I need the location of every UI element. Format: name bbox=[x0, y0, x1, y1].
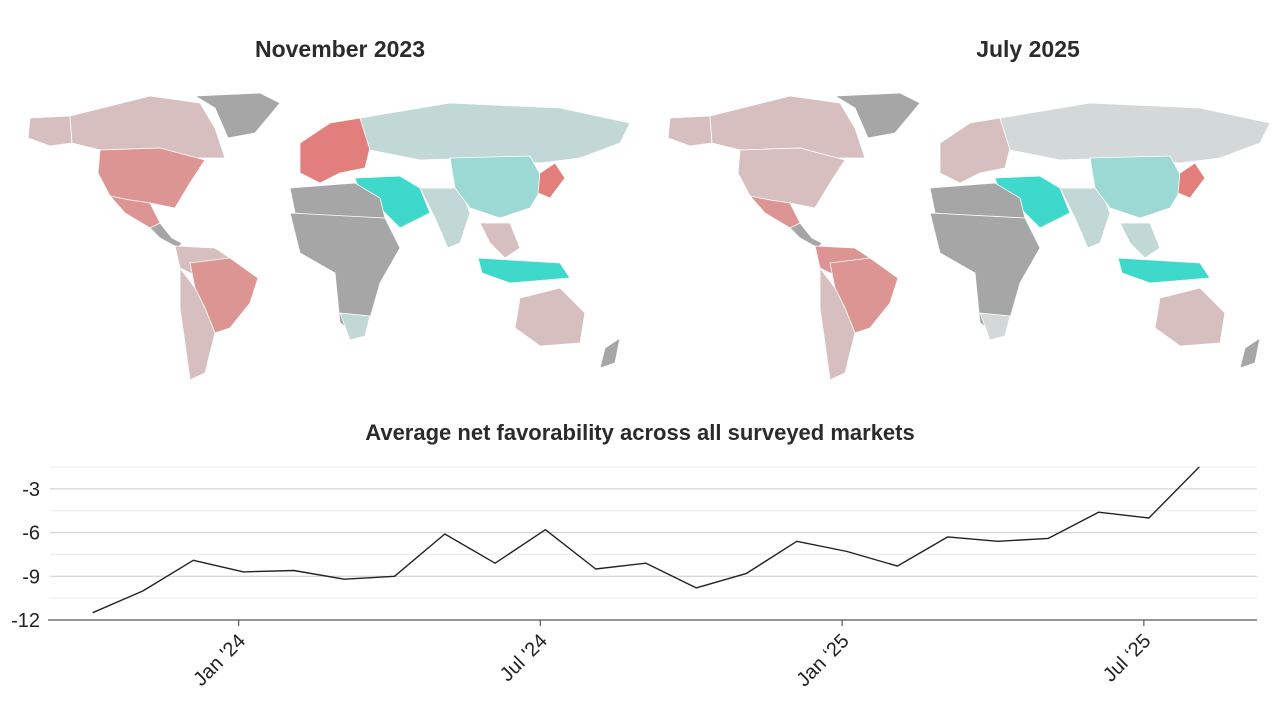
x-tick-label: Jul '24 bbox=[496, 630, 552, 686]
map-title-right: July 2025 bbox=[976, 36, 1080, 62]
region-australia bbox=[514, 287, 586, 347]
region-southeast-asia bbox=[479, 222, 521, 259]
x-tick-label: Jan '24 bbox=[189, 630, 250, 691]
region-china bbox=[449, 155, 546, 219]
region-greenland bbox=[193, 92, 281, 139]
x-tick-label: Jan ‘25 bbox=[792, 630, 853, 691]
region-usa bbox=[97, 147, 206, 209]
y-tick-label: -12 bbox=[11, 610, 40, 632]
y-tick-label: -6 bbox=[22, 523, 40, 545]
region-canada bbox=[709, 95, 866, 159]
region-andes bbox=[179, 266, 216, 381]
map-title-left: November 2023 bbox=[254, 36, 426, 62]
chart-title: Average net favorability across all surv… bbox=[365, 420, 915, 445]
series-line bbox=[92, 466, 1200, 614]
region-japan-korea bbox=[1177, 162, 1206, 199]
region-greenland bbox=[833, 92, 921, 139]
region-usa bbox=[737, 147, 846, 209]
region-europe bbox=[299, 117, 371, 184]
region-china bbox=[1089, 155, 1186, 219]
region-indonesia bbox=[1117, 257, 1211, 284]
y-tick-label: -9 bbox=[22, 566, 40, 588]
region-alaska bbox=[27, 115, 73, 147]
region-southeast-asia bbox=[1119, 222, 1161, 259]
region-indonesia bbox=[477, 257, 571, 284]
region-central-america bbox=[149, 222, 183, 249]
region-south-africa bbox=[979, 312, 1011, 341]
region-new-zealand bbox=[1239, 337, 1261, 369]
region-russia bbox=[999, 102, 1271, 164]
region-south-africa bbox=[339, 312, 371, 341]
region-central-america bbox=[789, 222, 823, 249]
world-map-left bbox=[27, 92, 631, 381]
line-chart: -3 -6 -9 -12 Jan '24 Jul '24 Jan ‘25 Jul ‘25 bbox=[11, 466, 1257, 691]
region-europe bbox=[939, 117, 1011, 184]
x-tick-label: Jul ‘25 bbox=[1099, 630, 1155, 686]
world-map-right bbox=[667, 92, 1271, 381]
y-tick-label: -3 bbox=[22, 479, 40, 501]
region-australia bbox=[1154, 287, 1226, 347]
region-russia bbox=[359, 102, 631, 164]
region-alaska bbox=[667, 115, 713, 147]
region-new-zealand bbox=[599, 337, 621, 369]
region-japan-korea bbox=[537, 162, 566, 199]
region-andes bbox=[819, 266, 856, 381]
region-canada bbox=[69, 95, 226, 159]
